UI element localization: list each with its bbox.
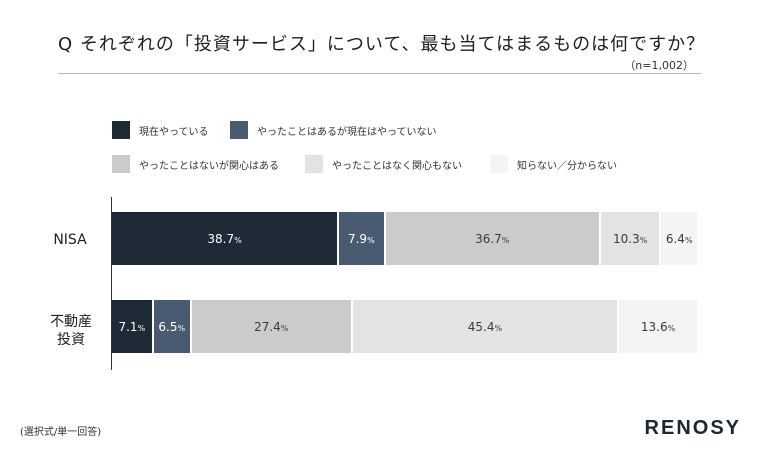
data-label-value: 45.4 — [467, 319, 495, 334]
row-label-nisa: NISA — [53, 232, 87, 248]
legend-item-interested: やったことはないが関心はある — [112, 155, 279, 173]
data-label-nisa-interested: 36.7% — [386, 231, 599, 249]
bar-nisa-current — [112, 212, 338, 265]
chart-title: Q それぞれの「投資サービス」について、最も当てはまるものは何ですか？ — [58, 34, 706, 55]
data-label-real-estate-current: 7.1% — [112, 319, 152, 337]
legend-item-past: やったことはあるが現在はやっていない — [230, 121, 437, 139]
data-label-unit: % — [494, 323, 503, 333]
data-label-value: 13.6 — [640, 319, 668, 334]
legend-swatch-unknown — [490, 155, 508, 173]
data-label-value: 27.4 — [254, 319, 281, 334]
data-label-real-estate-past: 6.5% — [154, 319, 190, 337]
legend-label-interested: やったことはないが関心はある — [139, 160, 279, 172]
legend-label-not-interested: やったことはなく関心もない — [332, 160, 462, 172]
legend-label-current: 現在やっている — [139, 126, 209, 138]
footnote: (選択式/単一回答) — [20, 427, 102, 438]
data-label-value: 10.3 — [613, 231, 640, 246]
bar-real-estate-unknown — [619, 300, 697, 353]
bar-nisa-interested — [385, 212, 599, 265]
data-label-value: 7.1 — [118, 319, 138, 334]
renosy-logo: RENOSY — [644, 417, 741, 439]
bar-nisa-past — [339, 212, 384, 265]
legend-swatch-not-interested — [305, 155, 323, 173]
legend-swatch-past — [230, 121, 248, 139]
row-label-real-estate: 不動産投資 — [50, 314, 92, 348]
bar-real-estate-not-interested — [352, 300, 618, 353]
data-label-unit: % — [639, 235, 648, 245]
bar-real-estate-current — [112, 300, 152, 353]
data-label-value: 6.5 — [158, 319, 178, 334]
legend-item-not-interested: やったことはなく関心もない — [305, 155, 462, 173]
data-label-value: 6.4 — [665, 231, 685, 246]
data-label-value: 38.7 — [207, 231, 235, 246]
data-label-unit: % — [501, 235, 510, 245]
legend-label-unknown: 知らない／分からない — [517, 160, 617, 172]
data-label-nisa-past: 7.9% — [339, 231, 383, 249]
legend-swatch-current — [112, 121, 130, 139]
bar-nisa-not-interested — [600, 212, 660, 265]
data-label-real-estate-not-interested: 45.4% — [353, 319, 617, 337]
data-label-value: 7.9 — [347, 231, 368, 246]
data-label-unit: % — [667, 323, 676, 333]
legend-item-current: 現在やっている — [112, 121, 209, 139]
legend-label-past: やったことはあるが現在はやっていない — [257, 126, 437, 138]
data-label-unit: % — [684, 235, 693, 245]
data-label-unit: % — [234, 235, 242, 245]
data-label-unit: % — [367, 235, 375, 245]
bar-real-estate-interested — [191, 300, 351, 353]
y-axis-line — [111, 197, 112, 370]
data-label-unit: % — [137, 323, 146, 333]
data-label-real-estate-unknown: 13.6% — [619, 319, 697, 337]
bar-real-estate-past — [153, 300, 190, 353]
sample-size-note: （n=1,002） — [624, 59, 694, 72]
data-label-nisa-not-interested: 10.3% — [601, 231, 659, 249]
bar-nisa-unknown — [661, 212, 697, 265]
data-label-value: 36.7 — [475, 231, 502, 246]
legend-item-unknown: 知らない／分からない — [490, 155, 617, 173]
data-label-unit: % — [280, 323, 289, 333]
data-label-real-estate-interested: 27.4% — [192, 319, 351, 337]
data-label-nisa-current: 38.7% — [112, 231, 337, 249]
data-label-unit: % — [177, 323, 186, 333]
legend-swatch-interested — [112, 155, 130, 173]
title-divider — [58, 73, 701, 74]
data-label-nisa-unknown: 6.4% — [661, 231, 697, 249]
